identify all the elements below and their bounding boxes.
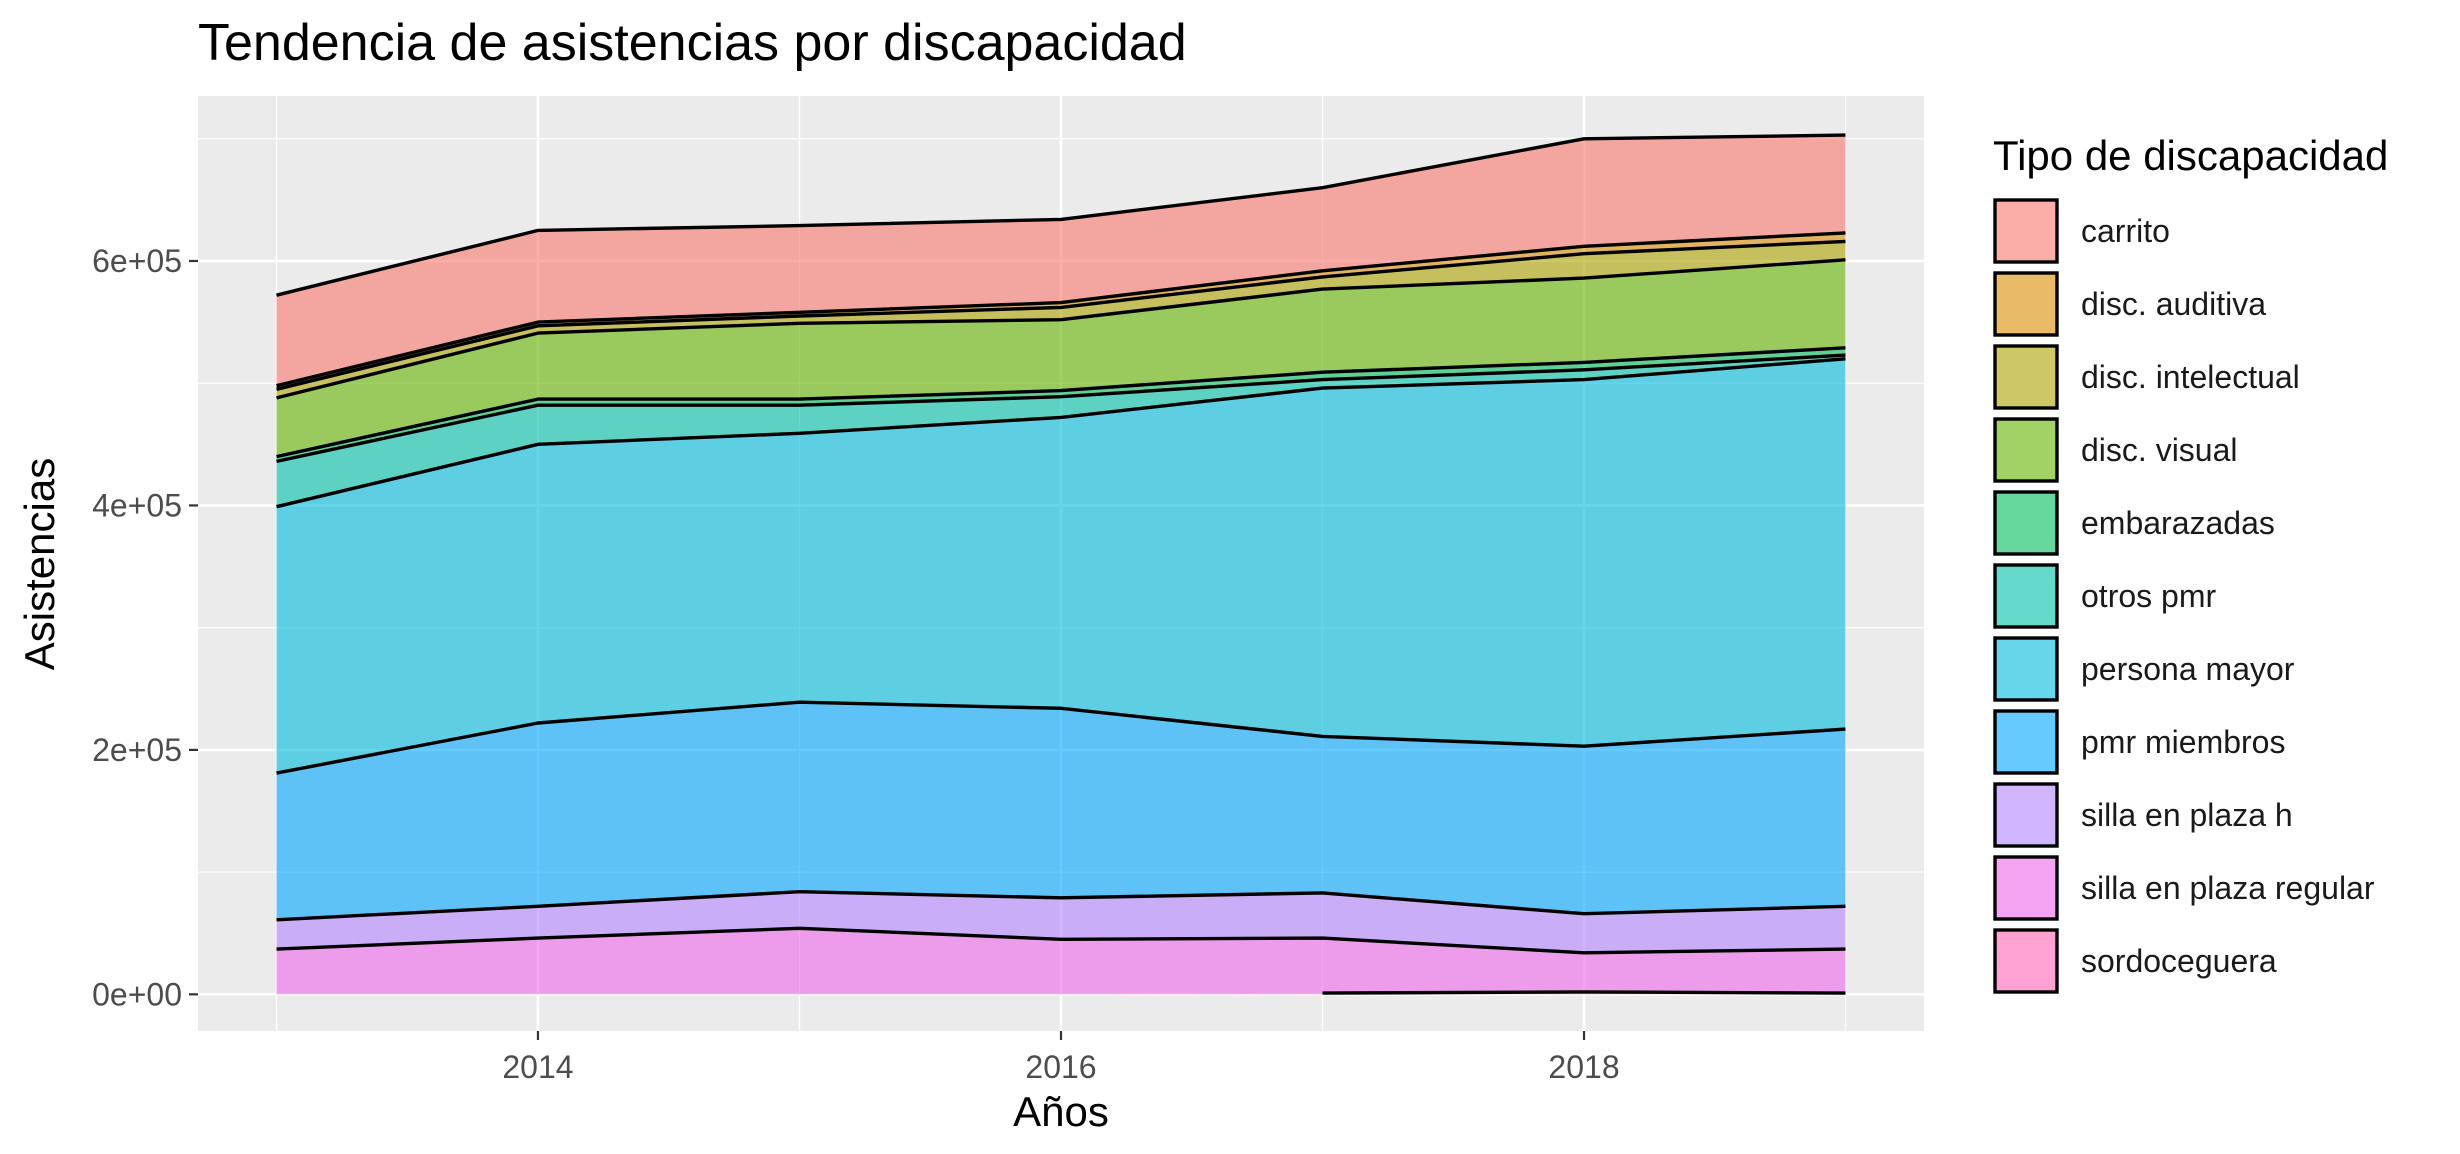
area-persona-mayor xyxy=(276,358,1846,774)
legend-label: disc. intelectual xyxy=(2081,359,2300,395)
legend-label: embarazadas xyxy=(2081,505,2275,541)
area-pmr-miembros xyxy=(276,702,1846,920)
legend-label: pmr miembros xyxy=(2081,724,2285,760)
y-tick-label: 6e+05 xyxy=(92,243,182,279)
legend-key xyxy=(1993,271,2059,337)
legend-key xyxy=(1993,636,2059,702)
legend-key xyxy=(1993,417,2059,483)
legend-item-embarazadas: embarazadas xyxy=(1993,490,2275,556)
legend-item-disc-auditiva: disc. auditiva xyxy=(1993,271,2266,337)
legend-item-disc-intelectual: disc. intelectual xyxy=(1993,344,2300,410)
y-tick-label: 0e+00 xyxy=(92,976,182,1012)
legend-key xyxy=(1993,198,2059,264)
x-tick-label: 2014 xyxy=(502,1049,573,1085)
x-axis: 2014 2016 2018 xyxy=(502,1031,1620,1085)
outline-silla-en-plaza-h xyxy=(276,890,1846,922)
legend: carrito disc. auditiva disc. intelectual di… xyxy=(1993,198,2375,994)
outline-persona-mayor xyxy=(276,357,1846,509)
outline-embarazadas xyxy=(276,346,1846,459)
legend-key xyxy=(1993,709,2059,775)
legend-item-silla-en-plaza-regular: silla en plaza regular xyxy=(1993,855,2375,921)
legend-item-persona-mayor: persona mayor xyxy=(1993,636,2295,702)
x-tick-label: 2016 xyxy=(1025,1049,1096,1085)
outline-otros-pmr xyxy=(276,353,1846,464)
area-layers xyxy=(276,135,1846,995)
y-axis: 0e+00 2e+05 4e+05 6e+05 xyxy=(92,243,198,1012)
legend-key xyxy=(1993,563,2059,629)
legend-label: otros pmr xyxy=(2081,578,2216,614)
y-axis-title: Asistencias xyxy=(16,458,63,670)
legend-item-disc-visual: disc. visual xyxy=(1993,417,2238,483)
x-axis-title: Años xyxy=(1013,1088,1109,1135)
legend-label: disc. auditiva xyxy=(2081,286,2266,322)
legend-label: disc. visual xyxy=(2081,432,2238,468)
area-outlines xyxy=(276,133,1846,995)
outline-silla-en-plaza-regular xyxy=(276,926,1846,955)
outline-disc-visual xyxy=(276,258,1846,400)
outline-sordoceguera xyxy=(1322,990,1846,995)
legend-key xyxy=(1993,344,2059,410)
legend-key xyxy=(1993,928,2059,994)
legend-label: silla en plaza regular xyxy=(2081,870,2375,906)
legend-item-otros-pmr: otros pmr xyxy=(1993,563,2216,629)
legend-item-silla-en-plaza-h: silla en plaza h xyxy=(1993,782,2293,848)
legend-item-pmr-miembros: pmr miembros xyxy=(1993,709,2285,775)
y-tick-label: 2e+05 xyxy=(92,732,182,768)
legend-item-carrito: carrito xyxy=(1993,198,2170,264)
outline-disc-intelectual xyxy=(276,239,1846,391)
outline-pmr-miembros xyxy=(276,700,1846,775)
outline-disc-auditiva xyxy=(276,231,1846,388)
legend-label: sordoceguera xyxy=(2081,943,2277,979)
area-disc-visual xyxy=(276,259,1846,457)
area-silla-en-plaza-regular xyxy=(276,928,1846,995)
x-tick-label: 2018 xyxy=(1548,1049,1619,1085)
outline-carrito xyxy=(276,133,1846,297)
legend-label: silla en plaza h xyxy=(2081,797,2293,833)
legend-label: carrito xyxy=(2081,213,2170,249)
legend-key xyxy=(1993,855,2059,921)
legend-item-sordoceguera: sordoceguera xyxy=(1993,928,2277,994)
legend-label: persona mayor xyxy=(2081,651,2295,687)
area-silla-en-plaza-h xyxy=(276,891,1846,953)
area-carrito xyxy=(276,135,1846,386)
legend-title: Tipo de discapacidad xyxy=(1993,132,2388,179)
legend-key xyxy=(1993,782,2059,848)
y-tick-label: 4e+05 xyxy=(92,487,182,523)
chart-title: Tendencia de asistencias por discapacida… xyxy=(198,14,1187,72)
legend-key xyxy=(1993,490,2059,556)
